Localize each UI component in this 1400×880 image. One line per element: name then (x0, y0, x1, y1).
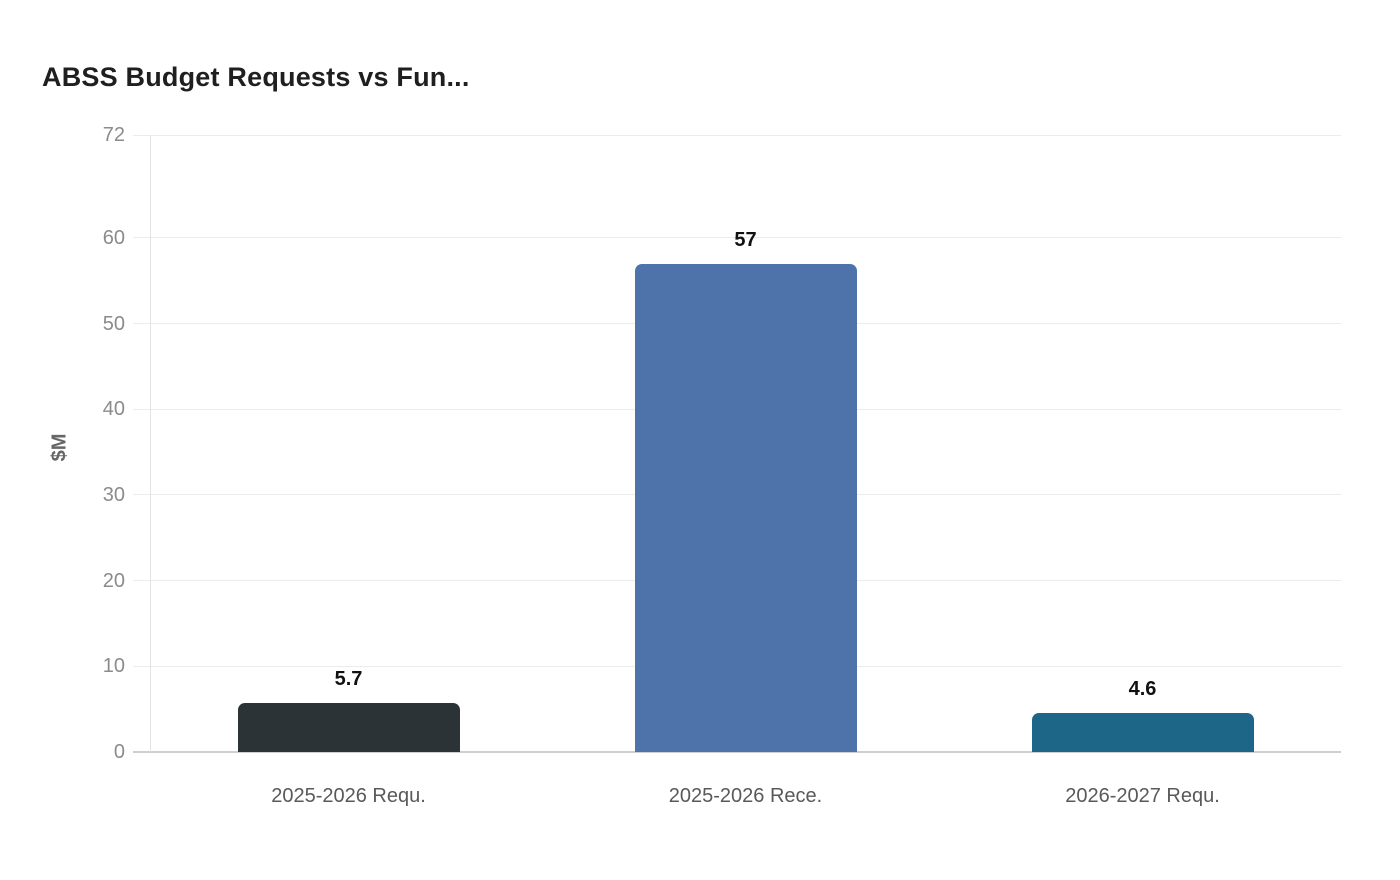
y-axis-title: $M (48, 433, 71, 462)
y-tick-label: 60 (102, 226, 125, 249)
bar[interactable] (634, 263, 857, 752)
y-tick-label: 0 (113, 741, 125, 763)
x-axis-label: 2025-2026 Requ. (271, 785, 426, 807)
y-axis-line (150, 135, 151, 752)
x-axis-label: 2025-2026 Rece. (668, 785, 823, 807)
x-axis-baseline (133, 751, 1341, 753)
gridline (133, 237, 1341, 239)
bar[interactable] (237, 703, 460, 752)
x-axis-label: 2026-2027 Requ. (1065, 785, 1220, 807)
y-tick-label: 20 (102, 569, 125, 592)
bar-value-label: 4.6 (1128, 677, 1157, 700)
y-tick-label: 40 (102, 398, 125, 421)
y-tick-label: 72 (102, 124, 125, 146)
gridline (133, 134, 1341, 136)
bar[interactable] (1031, 712, 1254, 752)
y-tick-label: 50 (102, 312, 125, 335)
bar-value-label: 57 (734, 228, 757, 251)
y-tick-label: 10 (102, 655, 125, 678)
y-tick-label: 30 (102, 483, 125, 506)
bar-value-label: 5.7 (334, 668, 363, 691)
chart-title: ABSS Budget Requests vs Fun... (42, 62, 470, 92)
